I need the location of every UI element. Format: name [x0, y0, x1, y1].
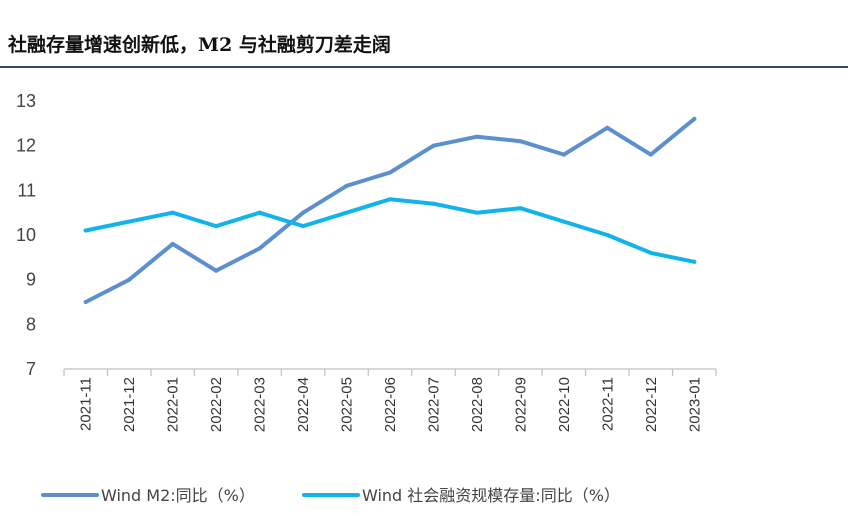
legend: Wind M2:同比（%） Wind 社会融资规模存量:同比（%）: [41, 486, 620, 505]
data-point: [474, 134, 479, 139]
x-tick-label: 2022-11: [599, 377, 616, 431]
y-tick-label: 11: [17, 180, 36, 200]
data-point: [170, 210, 175, 215]
data-point: [561, 152, 566, 157]
data-point: [257, 246, 262, 251]
x-tick-label: 2022-08: [469, 377, 486, 432]
x-tick-label: 2021-12: [121, 377, 138, 432]
x-tick-label: 2022-01: [165, 377, 182, 432]
data-point: [648, 250, 653, 255]
data-point: [388, 197, 392, 202]
data-point: [648, 152, 653, 157]
data-point: [127, 277, 132, 282]
x-axis: 2021-11 2021-12 2022-01 2022-02 2022-03 2022-…: [63, 368, 717, 432]
data-point: [431, 143, 436, 148]
data-point: [301, 224, 306, 229]
data-point: [301, 210, 306, 215]
legend-label: Wind 社会融资规模存量:同比（%）: [362, 486, 620, 505]
data-point: [518, 139, 523, 144]
x-tick-label: 2022-09: [512, 377, 529, 432]
data-point: [518, 206, 523, 211]
data-point: [344, 183, 349, 188]
data-point: [605, 233, 610, 237]
data-point: [257, 210, 262, 215]
series-line-social-financing: [83, 197, 697, 264]
x-tick-label: 2022-07: [425, 377, 442, 432]
x-tick-label: 2022-06: [382, 377, 399, 432]
page-title: 社融存量增速创新低，M2 与社融剪刀差走阔: [8, 34, 391, 56]
data-point: [692, 116, 697, 121]
data-point: [431, 201, 436, 206]
y-tick-label: 7: [26, 359, 36, 379]
data-point: [83, 300, 88, 304]
y-tick-label: 12: [16, 136, 36, 156]
series-line-m2: [83, 116, 697, 304]
x-tick-label: 2022-03: [252, 377, 269, 432]
x-tick-label: 2022-04: [295, 377, 312, 432]
chart-series: [83, 116, 697, 304]
data-point: [170, 241, 175, 246]
data-point: [388, 170, 392, 175]
data-point: [692, 259, 697, 264]
data-point: [605, 125, 610, 130]
y-axis: 7 8 9 10 11 12 13: [16, 91, 36, 379]
data-point: [561, 219, 566, 224]
data-point: [344, 210, 349, 215]
y-tick-label: 9: [26, 270, 36, 290]
data-point: [83, 228, 88, 233]
y-tick-label: 8: [26, 314, 36, 334]
x-tick-label: 2022-10: [556, 377, 573, 432]
y-tick-label: 13: [16, 91, 36, 111]
x-tick-label: 2023-01: [686, 377, 703, 432]
data-point: [214, 268, 219, 273]
data-point: [474, 210, 479, 215]
data-point: [214, 224, 219, 229]
x-tick-label: 2022-02: [208, 377, 225, 432]
x-tick-label: 2021-11: [78, 377, 95, 431]
x-tick-label: 2022-05: [339, 377, 356, 432]
title-divider: [0, 66, 848, 68]
y-tick-label: 10: [16, 225, 36, 245]
legend-label: Wind M2:同比（%）: [101, 486, 255, 505]
data-point: [127, 219, 132, 224]
x-tick-label: 2022-12: [643, 377, 660, 432]
